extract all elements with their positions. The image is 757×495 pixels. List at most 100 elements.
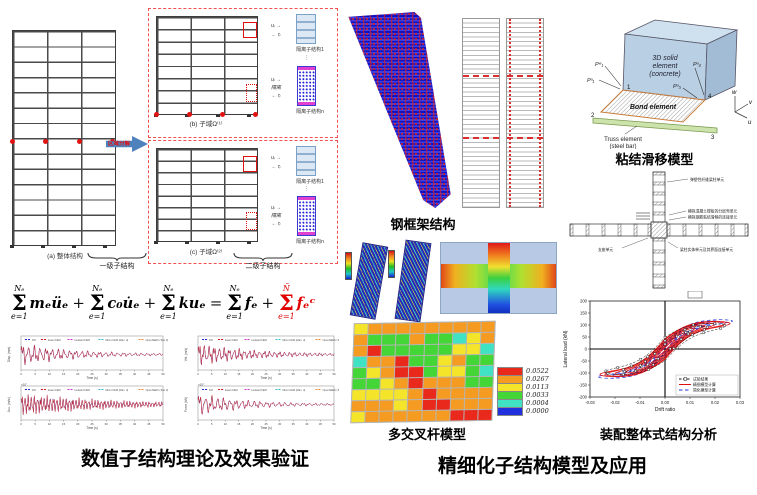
svg-text:35: 35 xyxy=(119,372,123,376)
legend-swatch xyxy=(497,406,523,416)
svg-text:0: 0 xyxy=(585,347,588,352)
whole-structure-frame xyxy=(12,30,116,246)
formula-term: kuₑ xyxy=(178,294,206,312)
legend-value: 0.0522 xyxy=(526,367,549,375)
force-exchange-tau: ← τᵢ xyxy=(271,32,281,38)
isolated-substructure-1-icon xyxy=(296,146,316,176)
interface-dot xyxy=(43,139,48,144)
callout-support-label: 支座单元 xyxy=(598,247,613,252)
heatmap-cell xyxy=(424,322,439,333)
heatmap-cell xyxy=(409,367,423,378)
svg-text:Isolated FEM: Isolated FEM xyxy=(252,388,267,392)
heatmap-cell xyxy=(451,355,466,366)
svg-text:40: 40 xyxy=(133,372,137,376)
operator: = xyxy=(209,294,223,312)
svg-text:40: 40 xyxy=(133,422,137,426)
truss-leader-line xyxy=(624,125,638,135)
heatmap-cell xyxy=(409,355,424,367)
plastic-hinge-band xyxy=(463,75,499,77)
svg-text:20: 20 xyxy=(251,422,255,426)
heatmap-cell xyxy=(408,378,423,389)
heatmap-cell xyxy=(449,410,464,421)
legend-value: 0.0000 xyxy=(526,407,549,415)
axis-triad-icon xyxy=(734,96,749,119)
svg-text:Micro FEM (Max. d): Micro FEM (Max. d) xyxy=(106,388,129,392)
solid-element-label-3: (concrete) xyxy=(649,71,681,78)
heatmap-cell xyxy=(380,378,395,389)
truss-element-bar xyxy=(592,117,718,134)
svg-text:简化模型计算: 简化模型计算 xyxy=(693,388,716,393)
heatmap-cell xyxy=(479,376,493,388)
svg-text:FM: FM xyxy=(32,338,36,342)
svg-text:-150: -150 xyxy=(579,383,588,388)
svg-text:Lateral load (kN): Lateral load (kN) xyxy=(563,330,569,367)
heatmap-cell xyxy=(379,411,393,422)
svg-text:40: 40 xyxy=(305,372,309,376)
svg-text:15: 15 xyxy=(237,422,241,426)
heatmap-cell xyxy=(464,399,478,410)
heatmap-cell xyxy=(395,345,410,356)
heatmap-cell xyxy=(354,323,368,335)
callout-slip-label: 模拟钢筋粘结滑移的连接单元 xyxy=(688,215,738,220)
svg-text:10: 10 xyxy=(224,422,228,426)
heatmap-cell xyxy=(452,344,466,355)
svg-text:-50: -50 xyxy=(581,359,588,364)
heatmap-cell xyxy=(381,356,395,367)
svg-text:45: 45 xyxy=(319,422,323,426)
solid-element-label-1: 3D solid xyxy=(652,55,678,62)
plastic-hinge-band xyxy=(463,137,499,139)
interface-dot xyxy=(10,139,15,144)
heatmap-cell xyxy=(436,388,451,399)
heatmap-cell xyxy=(423,355,438,366)
operator: + xyxy=(261,294,275,312)
time-history-plot-4: FM Exact FEM Isolated FEM Micro FEM (Max. d… xyxy=(183,383,345,431)
heatmap-cell xyxy=(352,367,367,379)
svg-text:30: 30 xyxy=(105,372,109,376)
heatmap-cell xyxy=(480,354,494,366)
joint-assembly-figure: 弹塑性纤维梁柱单元 模拟混凝土楼板的分层壳单元 模拟钢筋粘结滑移的连接单元 梁柱… xyxy=(569,171,749,289)
heatmap-cell xyxy=(396,323,411,334)
svg-text:30: 30 xyxy=(278,422,282,426)
caption-steel-frame: 钢框架结构 xyxy=(390,217,456,232)
svg-text:Exact FEM: Exact FEM xyxy=(48,338,61,342)
svg-text:Vel. (m/s): Vel. (m/s) xyxy=(184,348,188,361)
heatmap-cell xyxy=(452,333,467,344)
support-dot xyxy=(187,112,192,117)
svg-text:Micro FEM (Max. d): Micro FEM (Max. d) xyxy=(283,338,306,342)
subdomain-1-box xyxy=(148,8,338,138)
heatmap-cell xyxy=(422,399,436,411)
svg-text:5: 5 xyxy=(34,422,36,426)
heatmap-cell xyxy=(465,366,480,377)
svg-text:20: 20 xyxy=(251,372,255,376)
isolated-substructure-n-icon xyxy=(297,66,316,106)
axis-u-label: u xyxy=(748,120,752,126)
svg-text:5: 5 xyxy=(34,372,36,376)
subdomain-1-base xyxy=(154,114,258,117)
heatmap-cell xyxy=(394,389,408,400)
svg-text:25: 25 xyxy=(90,372,94,376)
brace-second-level: 二级子结构 xyxy=(230,252,296,271)
steel-frame-tower-model xyxy=(348,12,451,208)
legend-value: 0.0113 xyxy=(526,383,549,391)
force-exchange-tau2: ← τᵢ xyxy=(271,93,281,99)
heatmap-cell xyxy=(410,333,424,345)
time-plot-svg: FM Exact FEM Isolated FEM Micro FEM (Max. d… xyxy=(184,335,345,380)
svg-text:-0.01: -0.01 xyxy=(635,400,645,405)
force-arrow xyxy=(682,87,698,99)
heatmap-cell xyxy=(382,334,396,345)
formula-term: fₑᶜ xyxy=(296,294,316,312)
force-label-4: Pᵘ₄ xyxy=(693,62,701,68)
heatmap-cell xyxy=(353,334,368,346)
heatmap-cell xyxy=(422,388,436,400)
svg-text:200: 200 xyxy=(580,299,588,304)
time-history-plot-2: FM Exact FEM Isolated FEM Micro FEM (Max. d… xyxy=(183,333,345,380)
isolated-substructure-n-icon xyxy=(297,196,316,236)
svg-text:20: 20 xyxy=(76,372,80,376)
force-exchange-tau3: ← τᵢ xyxy=(271,164,281,170)
svg-text:25: 25 xyxy=(264,372,268,376)
heatmap-cell xyxy=(368,334,382,345)
heatmap-cell xyxy=(451,366,465,377)
heatmap-cell xyxy=(396,334,410,345)
legend-value: 0.0033 xyxy=(526,391,549,399)
label-subdomain-2: (c) 子域Ω⁽²⁾ xyxy=(189,249,223,256)
